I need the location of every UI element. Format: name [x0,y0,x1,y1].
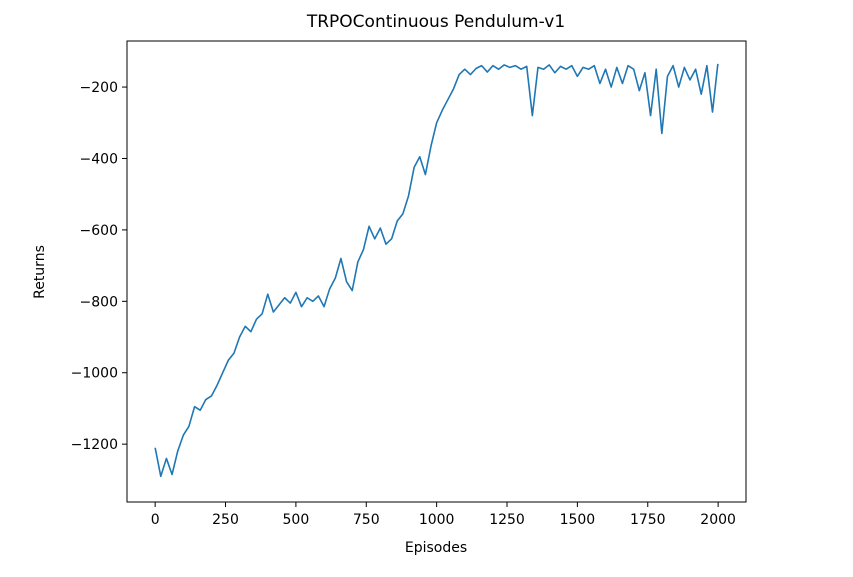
x-axis-label: Episodes [405,540,467,556]
y-tick-label: −1200 [71,437,118,453]
x-tick-label: 1750 [630,512,666,528]
data-line [154,63,719,478]
x-tick-label: 1000 [419,512,455,528]
x-tick-label: 1500 [560,512,596,528]
y-axis-label: Returns [32,245,48,299]
chart-title: TRPOContinuous Pendulum-v1 [306,12,565,32]
x-tick-label: 500 [283,512,310,528]
x-tick-label: 750 [353,512,380,528]
plot-frame [126,40,747,503]
x-tick-label: 250 [212,512,239,528]
x-tick-label: 2000 [700,512,736,528]
y-tick-label: −800 [80,294,118,310]
y-tick-label: −200 [80,80,118,96]
x-tick-label: 0 [151,512,160,528]
y-tick-label: −1000 [71,366,118,382]
y-tick-label: −600 [80,223,118,239]
y-tick-label: −400 [80,151,118,167]
x-tick-label: 1250 [489,512,525,528]
